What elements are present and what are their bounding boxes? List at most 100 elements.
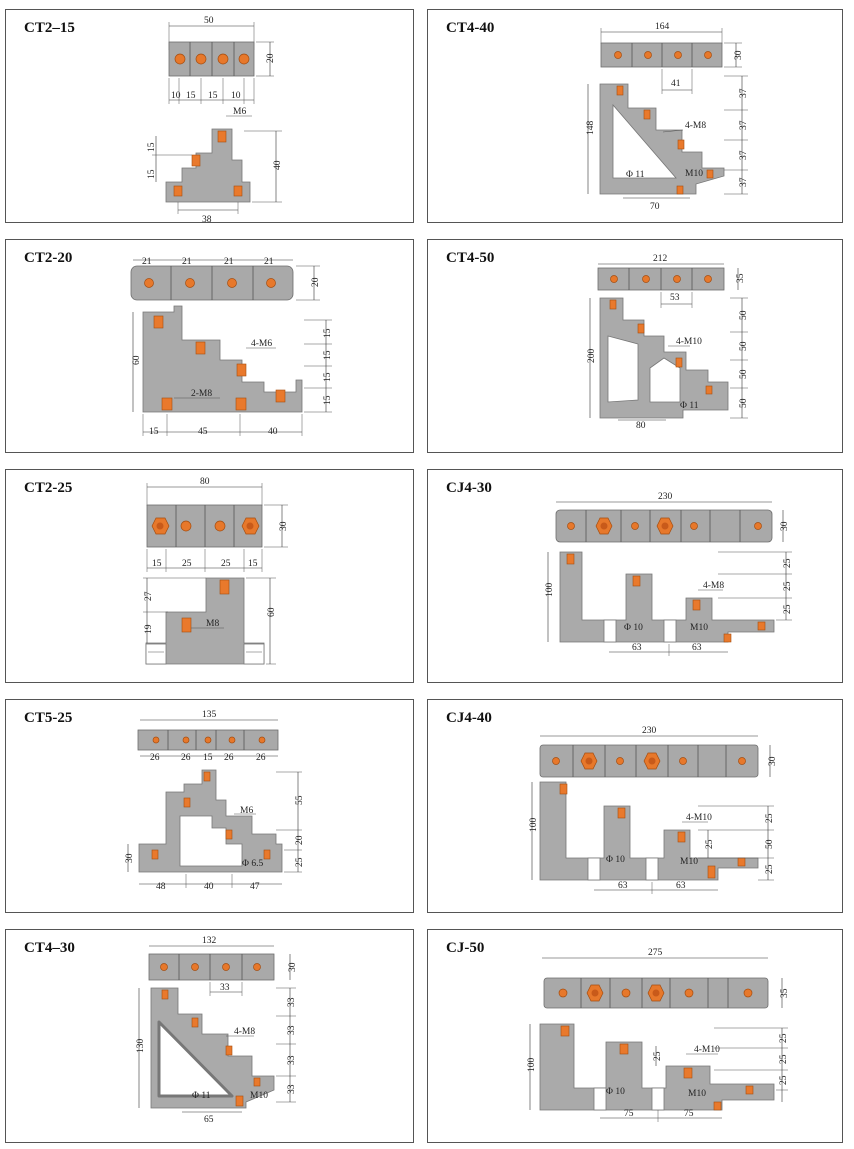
bolt-icon bbox=[617, 807, 626, 819]
dimension-label: 30 bbox=[279, 521, 289, 531]
hole-label: Φ 11 bbox=[626, 170, 645, 180]
dimension-label: 37 bbox=[739, 120, 749, 130]
panel-title: CT4-40 bbox=[446, 20, 495, 36]
dim-pitch: 53 bbox=[670, 293, 680, 303]
bolt-hole bbox=[621, 988, 631, 998]
dimension-label: 26 bbox=[181, 753, 191, 763]
bolt-icon bbox=[225, 829, 233, 840]
extension-line bbox=[662, 129, 684, 133]
dimension-label: 27 bbox=[144, 591, 154, 601]
bolt-hole bbox=[644, 51, 652, 59]
dimension-label: 15 bbox=[149, 427, 159, 437]
bolt-hole bbox=[214, 520, 226, 532]
cutout bbox=[145, 643, 167, 665]
dim-height: 200 bbox=[587, 349, 597, 364]
bolt-hole bbox=[679, 757, 687, 765]
bolt-hole bbox=[690, 522, 698, 530]
dimension-label: 33 bbox=[287, 1055, 297, 1065]
dim-height: 148 bbox=[586, 121, 596, 136]
bolt-label: M6 bbox=[233, 107, 246, 117]
dim-height: 40 bbox=[273, 160, 283, 170]
ct4-50-drawing: 212 35 53 4-M10 Φ 11 200 50 50 50 50 80 bbox=[587, 254, 749, 431]
dimension-label: 19 bbox=[144, 624, 154, 634]
ct4-30-drawing: 132 30 33 4-M8 Φ 11 M10 130 33 33 33 33 … bbox=[136, 936, 298, 1125]
bolt-hole bbox=[195, 53, 207, 65]
hole-label: Φ 10 bbox=[624, 623, 643, 633]
ct2-25-drawing: 80 30 15 25 25 15 M8 27 19 60 bbox=[143, 477, 289, 665]
dimension-label: 15 bbox=[323, 395, 333, 405]
dimension-label: 25 bbox=[221, 559, 231, 569]
dimension-label: 25 bbox=[779, 1075, 789, 1085]
dim-top-width: 50 bbox=[204, 16, 214, 26]
panel-title: CT2-20 bbox=[24, 250, 73, 266]
dimension-label: 25 bbox=[295, 857, 305, 867]
dim-top-width: 230 bbox=[658, 492, 673, 502]
dimension-label: 50 bbox=[739, 369, 749, 379]
hole-label: Φ 10 bbox=[606, 855, 625, 865]
bolt-hole bbox=[567, 522, 575, 530]
dimension-label: 15 bbox=[323, 372, 333, 382]
dimension-label: M10 bbox=[680, 857, 698, 867]
panel-ct2-20: CT2-20 21 21 21 21 20 4-M6 2-M8 60 15 15 15… bbox=[5, 239, 414, 453]
dim-top-width: 164 bbox=[655, 22, 670, 32]
bolt-icon bbox=[235, 1095, 244, 1107]
bolt-label: M6 bbox=[240, 806, 253, 816]
bolt-icon bbox=[161, 397, 173, 411]
bolt-icon bbox=[706, 169, 714, 179]
bolt-hole bbox=[180, 520, 192, 532]
bolt-icon bbox=[737, 857, 746, 867]
dimension-label: 47 bbox=[250, 882, 260, 892]
cutout bbox=[663, 619, 677, 643]
dimension-label: 21 bbox=[264, 257, 274, 267]
bolt-hole bbox=[610, 275, 618, 283]
panel-title: CT2–15 bbox=[24, 20, 75, 36]
hole-label: Φ 10 bbox=[606, 1087, 625, 1097]
dim-pitch: 41 bbox=[671, 79, 681, 89]
ct4-40-drawing: 164 30 41 4-M8 Φ 11 M10 148 37 37 37 37 … bbox=[586, 22, 749, 212]
dimension-label: 10 bbox=[171, 91, 181, 101]
dimension-label: 30 bbox=[768, 756, 778, 766]
bolt-icon bbox=[263, 849, 271, 860]
dim-top-width: 80 bbox=[200, 477, 210, 487]
dimension-label: 50 bbox=[739, 341, 749, 351]
dimension-label: 25 bbox=[765, 864, 775, 874]
bolt-icon bbox=[173, 185, 183, 197]
cutout bbox=[645, 857, 659, 881]
dimension-label: M10 bbox=[250, 1091, 268, 1101]
bolt-icon bbox=[677, 139, 685, 150]
bolts-label: 4-M8 bbox=[703, 581, 724, 591]
cutout bbox=[607, 335, 639, 403]
panel-ct2-25: CT2-25 80 30 15 25 25 15 M8 27 19 60 bbox=[5, 469, 414, 683]
dimension-label: 50 bbox=[765, 839, 775, 849]
cj4-40-drawing: 230 30 4-M10 Φ 10 M10 100 25 50 25 25 63… bbox=[529, 726, 778, 894]
bolt-icon bbox=[745, 1085, 754, 1095]
dimension-label: 40 bbox=[268, 427, 278, 437]
dimension-label: 25 bbox=[653, 1051, 663, 1061]
bolt-hole bbox=[144, 278, 154, 288]
drawing-part bbox=[661, 522, 669, 530]
dimension-label: 30 bbox=[734, 50, 744, 60]
bolt-hole bbox=[552, 757, 560, 765]
cj4-30-drawing: 230 30 4-M8 Φ 10 M10 100 25 25 25 63 63 bbox=[545, 492, 793, 656]
panel-ct4-40: CT4-40 164 30 41 4-M8 Φ 11 M10 148 37 37… bbox=[427, 9, 843, 223]
bolts-label: 4-M10 bbox=[694, 1045, 720, 1055]
dimension-label: M10 bbox=[690, 623, 708, 633]
dimension-label: 35 bbox=[736, 273, 746, 283]
bolt-icon bbox=[275, 389, 286, 403]
dimension-label: 37 bbox=[739, 177, 749, 187]
bolts-label: 4-M10 bbox=[676, 337, 702, 347]
bolt-icon bbox=[707, 865, 716, 879]
panel-title: CT4–30 bbox=[24, 940, 75, 956]
drawing-part bbox=[652, 989, 660, 997]
bolt-hole bbox=[266, 278, 276, 288]
bolt-icon bbox=[609, 299, 617, 310]
dim-pitch: 33 bbox=[220, 983, 230, 993]
bolt-hole bbox=[631, 522, 639, 530]
dim-height: 60 bbox=[132, 355, 142, 365]
bolt-icon bbox=[757, 621, 766, 631]
bolt-icon bbox=[619, 1043, 629, 1055]
dim-bar-height: 20 bbox=[266, 53, 276, 63]
dim-height: 100 bbox=[527, 1058, 537, 1073]
dimension-label: 26 bbox=[256, 753, 266, 763]
bolt-hole bbox=[704, 275, 712, 283]
